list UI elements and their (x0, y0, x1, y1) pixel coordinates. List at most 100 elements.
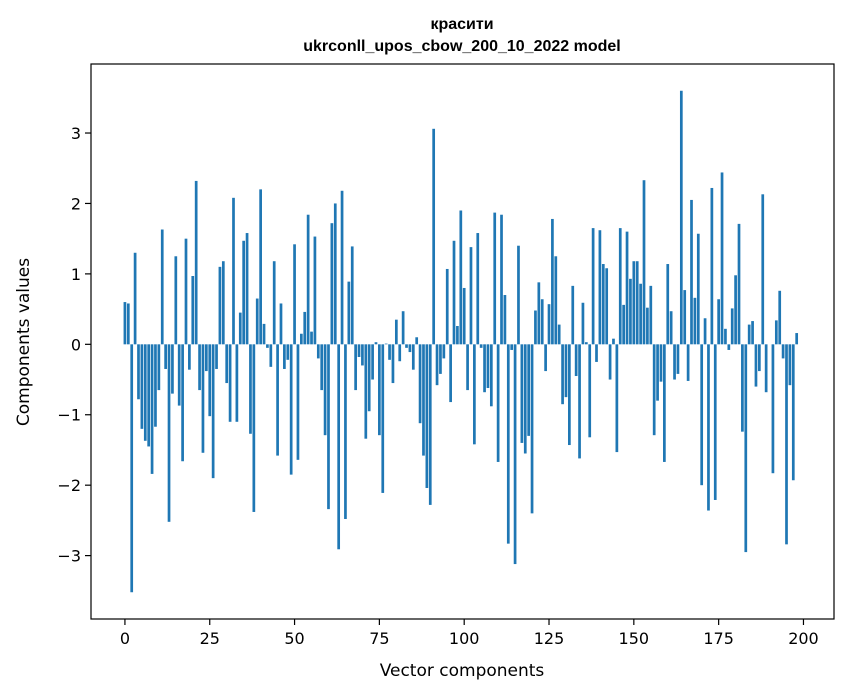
bar (595, 344, 598, 362)
bar (523, 344, 527, 454)
bar (707, 344, 710, 511)
x-tick-label: 175 (703, 629, 734, 648)
bar (198, 344, 201, 391)
bar (771, 344, 775, 474)
bar (327, 344, 330, 510)
bar (425, 344, 429, 488)
bar (238, 312, 242, 345)
bar (646, 307, 649, 345)
bar (710, 187, 714, 345)
bar (686, 344, 690, 381)
y-axis-label: Components values (14, 258, 34, 426)
bar (381, 344, 385, 493)
bar (625, 231, 629, 345)
bar (663, 344, 666, 462)
bar (456, 326, 459, 345)
bar (483, 344, 486, 393)
bar (673, 344, 676, 380)
bar (598, 230, 602, 345)
x-axis: 0 25 50 75 100 125 150 175 200 (120, 619, 819, 648)
bar (744, 344, 748, 553)
bar (669, 311, 673, 345)
bar (249, 344, 252, 434)
bar (544, 344, 547, 372)
bar (279, 303, 283, 345)
bar (679, 90, 683, 345)
bar (259, 189, 262, 345)
bar (540, 299, 544, 345)
bar (126, 303, 130, 345)
plot-frame (90, 63, 835, 620)
bar (367, 344, 371, 412)
bar (741, 344, 744, 432)
bar (401, 311, 405, 345)
bar (310, 331, 313, 345)
bar (761, 194, 765, 345)
bar (489, 344, 493, 407)
bar (184, 238, 188, 345)
y-tick-label: −1 (57, 406, 81, 425)
bar (160, 229, 164, 345)
bar (221, 261, 225, 345)
bar (479, 344, 483, 348)
bar (649, 285, 653, 345)
x-tick-label: 0 (120, 629, 130, 648)
bar (232, 197, 235, 345)
bar (371, 344, 374, 380)
bar (774, 320, 778, 345)
bar (201, 344, 205, 453)
bar (194, 180, 198, 345)
bar (225, 344, 229, 384)
bar (252, 344, 256, 512)
y-tick-label: −3 (57, 547, 81, 566)
bar (568, 344, 571, 446)
bar (588, 344, 592, 438)
bar (133, 252, 137, 345)
bar (795, 333, 799, 345)
bar (652, 344, 656, 436)
y-tick-label: 1 (71, 265, 81, 284)
bar (296, 344, 300, 460)
bar (188, 344, 191, 370)
bar (690, 199, 693, 345)
bar (632, 261, 636, 345)
bar (527, 344, 531, 436)
bar (354, 344, 357, 391)
bar (696, 233, 700, 345)
bar (612, 338, 615, 345)
bar (659, 344, 663, 382)
bar (564, 344, 568, 398)
bar (191, 276, 195, 345)
y-tick-label: 2 (71, 194, 81, 213)
bar (337, 344, 341, 550)
bar (384, 343, 388, 345)
bar (211, 344, 215, 479)
bar (537, 282, 541, 345)
bar (242, 240, 246, 345)
bar (174, 256, 178, 345)
bar (306, 214, 310, 345)
bar (534, 310, 537, 345)
bar (391, 344, 395, 384)
bar (737, 223, 741, 345)
bar (398, 344, 402, 362)
bar (764, 344, 768, 393)
bar (442, 344, 446, 359)
bar (551, 218, 554, 345)
bar (218, 266, 222, 345)
bar (500, 214, 503, 345)
bar (520, 344, 524, 443)
bar (266, 344, 269, 348)
bar (676, 344, 680, 374)
bar (445, 268, 449, 345)
bar (530, 344, 534, 514)
bar (269, 344, 273, 367)
x-tick-label: 25 (200, 629, 220, 648)
bar (330, 223, 334, 345)
chart-title: красити (430, 16, 493, 33)
bar (452, 240, 456, 345)
bar (215, 344, 218, 369)
bar (164, 344, 167, 369)
bar (299, 333, 303, 345)
bar (344, 344, 347, 519)
